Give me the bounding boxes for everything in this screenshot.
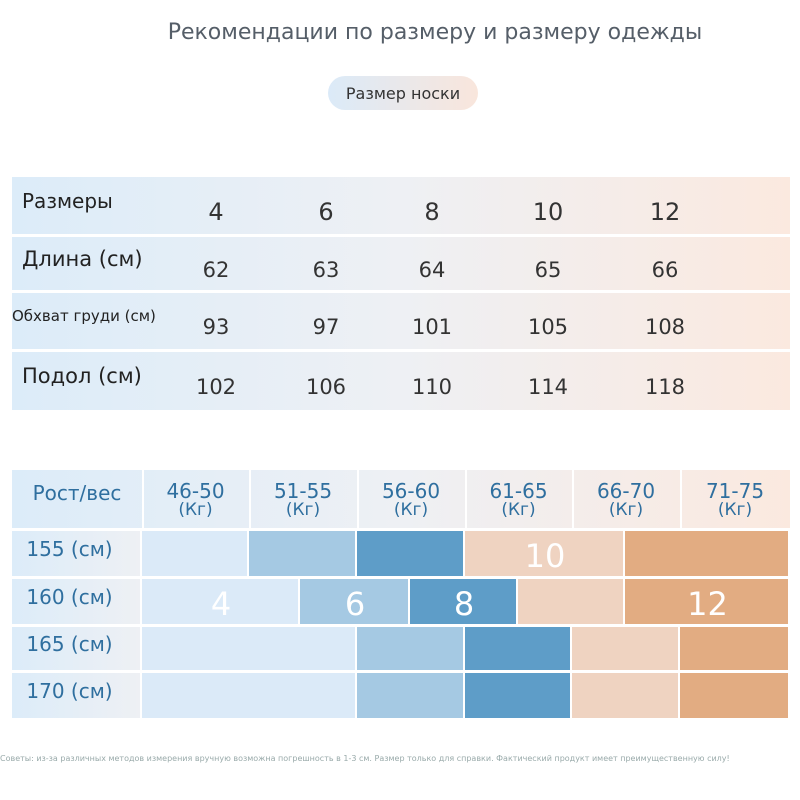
row-label: Размеры [22, 188, 113, 213]
cell: 63 [312, 257, 340, 282]
row-label-bg [12, 627, 140, 670]
weight-range: 71-75 [705, 479, 765, 503]
cell: 102 [195, 375, 237, 399]
height-label: 155 (см) [26, 536, 113, 561]
height-label: 165 (см) [26, 631, 113, 656]
weight-range: 66-70 [596, 479, 656, 503]
band [249, 531, 355, 576]
row-label: Длина (см) [22, 246, 143, 271]
cell: 97 [312, 315, 340, 339]
weight-range: 56-60 [381, 479, 441, 503]
height-label: 160 (см) [26, 584, 113, 609]
weight-unit: (Кг) [717, 500, 753, 520]
size-label: 8 [453, 584, 475, 623]
cell: 93 [202, 315, 230, 339]
band [572, 627, 678, 670]
row-divider [12, 234, 790, 237]
row-label: Подол (см) [22, 364, 142, 388]
title: Рекомендации по размеру и размеру одежды [167, 19, 703, 45]
band [625, 579, 788, 624]
band [465, 531, 623, 576]
cell: 108 [644, 315, 686, 339]
band [357, 531, 463, 576]
row-label-bg [12, 579, 140, 624]
cell: 118 [644, 375, 686, 399]
cell: 105 [527, 315, 569, 339]
weight-unit: (Кг) [393, 500, 429, 520]
cell: 66 [651, 257, 679, 282]
column-divider [142, 470, 144, 528]
size-label: 10 [524, 536, 566, 575]
column-divider [357, 470, 359, 528]
column-divider [680, 470, 682, 528]
cell: 10 [532, 197, 564, 226]
row-divider [12, 349, 790, 352]
size-label: 6 [344, 584, 366, 623]
band [465, 627, 570, 670]
cell: 8 [424, 197, 440, 226]
cell: 6 [318, 197, 334, 226]
weight-unit: (Кг) [285, 500, 321, 520]
weight-range: 46-50 [166, 479, 225, 503]
row-divider [12, 290, 790, 293]
row-label: Обхват груди (см) [12, 307, 156, 325]
band [680, 627, 788, 670]
band [625, 531, 788, 576]
column-divider [572, 470, 574, 528]
cell: 114 [527, 375, 569, 399]
cell: 101 [411, 315, 453, 339]
cell: 65 [534, 257, 562, 282]
band [142, 627, 355, 670]
cell: 62 [202, 257, 230, 282]
footer-note: Советы: из-за различных методов измерени… [0, 754, 730, 763]
band [518, 579, 623, 624]
band [357, 673, 463, 718]
band [142, 579, 298, 624]
size-table: Размеры 4 6 8 10 12 Длина (см) 62 63 64 65 66 Обхват… [12, 177, 790, 410]
band [357, 627, 463, 670]
weight-unit: (Кг) [501, 500, 536, 520]
cell: 4 [208, 197, 224, 226]
row-label-bg [12, 673, 140, 718]
weight-range: 51-55 [273, 479, 333, 503]
header-bg [12, 470, 790, 528]
weight-range: 61-65 [489, 479, 548, 503]
band [410, 579, 516, 624]
size-label: 4 [210, 584, 232, 623]
weight-unit: (Кг) [178, 500, 213, 520]
cell: 64 [418, 257, 446, 282]
cell: 12 [649, 197, 681, 226]
column-divider [465, 470, 467, 528]
band [680, 673, 788, 718]
weight-unit: (Кг) [608, 500, 644, 520]
band [465, 673, 570, 718]
column-divider [249, 470, 251, 528]
size-label: 12 [687, 584, 728, 623]
tab[interactable]: Размер носки [328, 76, 478, 110]
height-label: 170 (см) [26, 678, 113, 703]
cell: 110 [411, 375, 453, 399]
row-label-bg [12, 531, 140, 576]
band [572, 673, 678, 718]
band [300, 579, 408, 624]
band [142, 673, 355, 718]
cell: 106 [305, 375, 347, 399]
corner-label: Рост/вес [32, 480, 122, 505]
band [142, 531, 247, 576]
